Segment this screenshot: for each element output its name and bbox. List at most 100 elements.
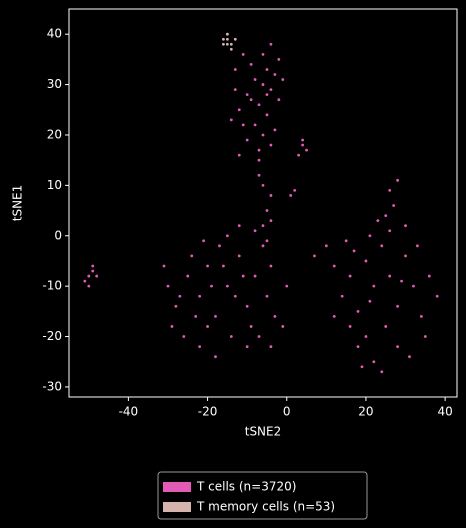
point xyxy=(214,355,217,359)
point xyxy=(305,148,308,152)
point xyxy=(348,274,352,278)
y-tick-label: -20 xyxy=(42,329,62,343)
y-axis-label: tSNE1 xyxy=(11,185,25,222)
point xyxy=(245,304,249,308)
point xyxy=(222,42,225,46)
point xyxy=(162,264,166,268)
point xyxy=(261,183,265,187)
point xyxy=(261,52,265,56)
point xyxy=(277,98,281,102)
point xyxy=(225,284,229,288)
point xyxy=(408,355,411,359)
point xyxy=(245,93,249,97)
point xyxy=(400,279,403,283)
point xyxy=(91,264,95,268)
point xyxy=(265,239,269,243)
point xyxy=(419,314,423,318)
point xyxy=(182,335,186,338)
point xyxy=(261,244,265,248)
point xyxy=(301,143,304,147)
point xyxy=(269,345,273,349)
point xyxy=(166,284,170,288)
point xyxy=(423,335,427,338)
plot-frame xyxy=(68,8,458,398)
point xyxy=(273,73,277,76)
point xyxy=(225,42,229,46)
point xyxy=(313,254,316,258)
point xyxy=(241,123,245,127)
point xyxy=(427,274,431,278)
point xyxy=(237,224,241,228)
x-tick-label: 40 xyxy=(437,405,452,419)
point xyxy=(265,68,269,71)
point xyxy=(261,133,265,137)
point xyxy=(218,244,221,248)
point xyxy=(214,314,217,318)
point xyxy=(281,78,285,81)
point xyxy=(396,304,400,308)
point xyxy=(83,279,87,283)
y-tick-label: 0 xyxy=(54,228,62,242)
point xyxy=(233,88,237,92)
point xyxy=(435,294,439,298)
point xyxy=(95,274,99,278)
point xyxy=(253,123,257,127)
point xyxy=(253,229,257,233)
point xyxy=(416,244,419,248)
point xyxy=(380,244,384,248)
legend-swatch xyxy=(163,482,191,492)
point xyxy=(225,37,229,41)
point xyxy=(245,138,249,142)
legend-swatch xyxy=(163,502,191,512)
point xyxy=(206,325,209,328)
point xyxy=(222,37,225,41)
point xyxy=(348,325,352,328)
point xyxy=(324,244,328,248)
point xyxy=(190,254,194,258)
point xyxy=(202,239,206,243)
point xyxy=(352,249,356,253)
point xyxy=(174,304,178,308)
point xyxy=(360,365,364,369)
point xyxy=(261,224,265,228)
point xyxy=(404,224,407,228)
point xyxy=(257,335,261,338)
y-tick-label: -30 xyxy=(42,379,62,393)
point xyxy=(293,189,297,192)
point xyxy=(364,259,368,263)
point xyxy=(87,284,91,288)
point xyxy=(257,173,261,177)
x-tick-label: -40 xyxy=(119,405,139,419)
point xyxy=(396,178,400,182)
point xyxy=(233,294,237,298)
point xyxy=(277,57,281,61)
point xyxy=(170,325,174,328)
point xyxy=(388,274,392,278)
point xyxy=(225,32,229,36)
y-tick-label: 20 xyxy=(47,127,62,141)
point xyxy=(269,194,273,197)
point xyxy=(265,209,269,212)
point xyxy=(289,194,293,197)
point xyxy=(253,274,257,278)
point xyxy=(249,98,253,102)
point xyxy=(269,219,273,223)
point xyxy=(237,254,241,258)
point xyxy=(253,78,257,81)
point xyxy=(257,148,261,152)
point xyxy=(392,204,396,207)
point xyxy=(273,314,277,318)
point xyxy=(206,264,209,268)
point xyxy=(233,37,237,41)
point xyxy=(87,274,91,278)
point xyxy=(384,214,388,217)
x-tick-label: 0 xyxy=(283,405,291,419)
point xyxy=(404,254,407,258)
point xyxy=(396,345,400,349)
point xyxy=(233,68,237,71)
legend-box xyxy=(157,471,368,520)
point xyxy=(332,264,336,268)
point xyxy=(225,234,229,238)
point xyxy=(237,153,241,157)
point xyxy=(194,314,198,318)
